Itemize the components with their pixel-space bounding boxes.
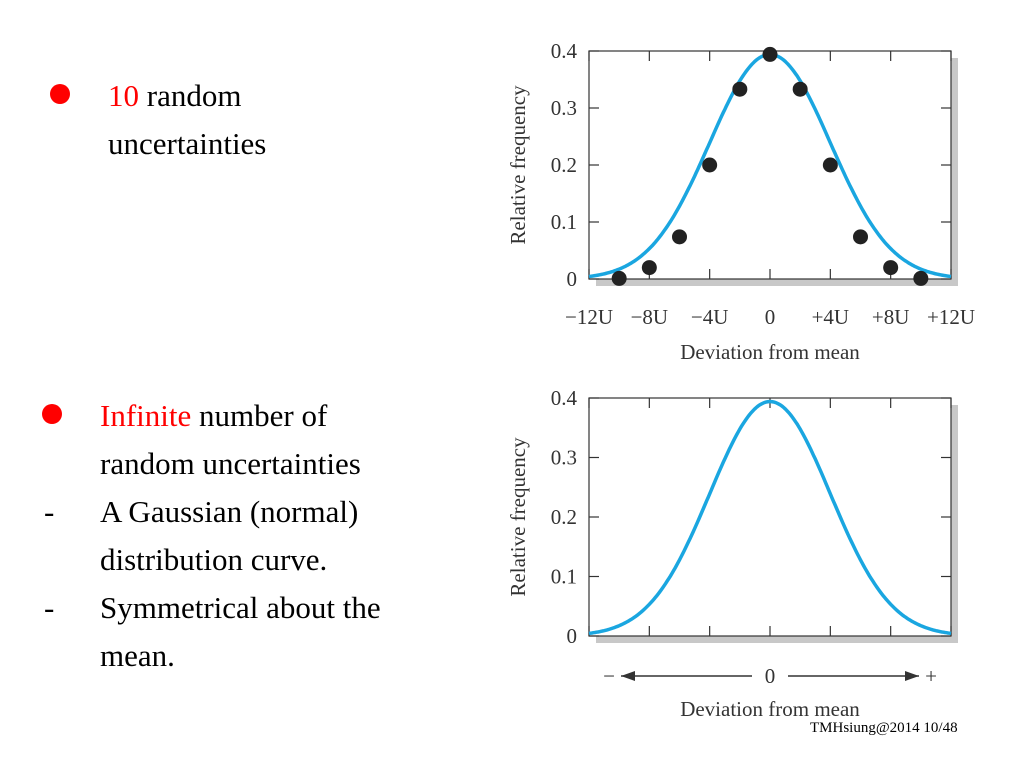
- data-point: [702, 157, 718, 173]
- y-axis-label: Relative frequency: [506, 437, 530, 597]
- plot-frame: [588, 50, 952, 280]
- bullet-2-line-1: Infinite number of: [100, 392, 381, 440]
- x-plus-label: +: [925, 664, 937, 688]
- sub-item-dash: -: [44, 494, 55, 529]
- y-tick-label: 0.1: [551, 565, 577, 589]
- data-point: [822, 157, 838, 173]
- bullet-1-highlight: 10: [108, 78, 139, 113]
- plot-frame: [588, 397, 952, 637]
- x-tick-label: 0: [765, 305, 776, 329]
- bullet-item-2: Infinite number of random uncertainties …: [42, 392, 381, 680]
- x-tick-label: −8U: [631, 305, 669, 329]
- sub-item-2-line-1: Symmetrical about the: [100, 590, 381, 625]
- x-tick-label: −12U: [565, 305, 613, 329]
- bullet-dot-icon: [50, 84, 70, 104]
- data-point: [641, 260, 657, 276]
- x-tick-label: +12U: [927, 305, 975, 329]
- y-tick-label: 0: [567, 624, 578, 648]
- sub-item-1-line-1: A Gaussian (normal): [100, 494, 359, 529]
- data-point: [672, 229, 687, 245]
- bullet-1-line-2: uncertainties: [108, 126, 267, 161]
- y-tick-label: 0.3: [551, 96, 577, 120]
- y-tick-label: 0.1: [551, 210, 577, 234]
- slide-footer: TMHsiung@2014 10/48: [810, 720, 958, 736]
- y-axis-label: Relative frequency: [506, 85, 530, 245]
- bullet-2-line-2: random uncertainties: [100, 446, 361, 481]
- y-tick-label: 0.2: [551, 153, 577, 177]
- x-axis-label: Deviation from mean: [680, 340, 860, 364]
- bullet-1-text: random: [139, 78, 242, 113]
- y-tick-label: 0.2: [551, 505, 577, 529]
- data-point: [732, 81, 748, 97]
- x-arrow-right-icon: [905, 671, 919, 681]
- data-point: [762, 46, 778, 62]
- bullet-2-highlight: Infinite: [100, 398, 192, 433]
- x-tick-label: +8U: [872, 305, 910, 329]
- data-point: [853, 229, 868, 245]
- y-tick-label: 0: [567, 267, 578, 291]
- data-point: [913, 270, 929, 286]
- data-point: [792, 81, 808, 97]
- x-minus-label: −: [603, 664, 615, 688]
- sub-item-1: - A Gaussian (normal) distribution curve…: [44, 488, 381, 584]
- bullet-1-line-1: 10 random: [108, 72, 266, 120]
- sub-item-1-line-2: distribution curve.: [100, 542, 328, 577]
- y-tick-label: 0.4: [551, 386, 578, 410]
- sub-item-2-line-2: mean.: [100, 638, 175, 673]
- x-arrow-left-icon: [621, 671, 635, 681]
- sub-item-dash: -: [44, 590, 55, 625]
- gaussian-curve: [588, 399, 952, 636]
- data-point: [883, 260, 899, 276]
- y-tick-label: 0.4: [551, 39, 578, 63]
- chart-1: 0 0.1 0.2 0.3 0.4 Relative frequency −12U −8U −4…: [506, 39, 975, 364]
- chart-2: 0 0.1 0.2 0.3 0.4 Relative frequency − 0 + Deviat…: [506, 386, 958, 721]
- bullet-item-1: 10 random uncertainties: [50, 72, 267, 168]
- y-tick-label: 0.3: [551, 446, 577, 470]
- bullet-dot-icon: [42, 404, 62, 424]
- x-tick-label: +4U: [812, 305, 850, 329]
- x-zero-label: 0: [765, 664, 776, 688]
- x-axis-label: Deviation from mean: [680, 697, 860, 721]
- x-tick-label: −4U: [691, 305, 729, 329]
- data-point: [611, 270, 627, 286]
- bullet-2-text: number of: [191, 398, 328, 433]
- sub-item-2: - Symmetrical about the mean.: [44, 584, 381, 680]
